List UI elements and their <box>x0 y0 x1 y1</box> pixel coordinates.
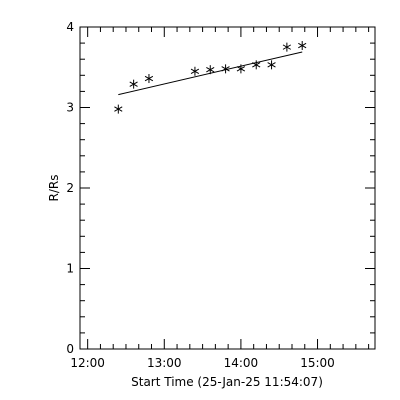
data-point <box>221 64 230 74</box>
data-point <box>129 79 138 89</box>
data-point <box>282 42 292 52</box>
y-tick-label: 3 <box>66 101 74 115</box>
y-axis-label: R/Rs <box>47 175 61 202</box>
data-point <box>190 66 200 76</box>
x-tick-label: 12:00 <box>70 356 105 370</box>
data-points <box>114 41 307 114</box>
y-tick-label: 2 <box>66 181 74 195</box>
data-point <box>236 64 246 74</box>
x-axis-label: Start Time (25-Jan-25 11:54:07) <box>131 375 323 389</box>
data-point <box>298 41 307 51</box>
x-tick-label: 15:00 <box>300 356 335 370</box>
y-tick-label: 1 <box>66 262 74 276</box>
x-tick-label: 14:00 <box>224 356 259 370</box>
tick-labels: 0 1 2 3 4 12:00 13:00 14:00 15:00 <box>66 20 334 370</box>
data-point <box>114 104 123 114</box>
data-point <box>144 74 154 84</box>
data-point <box>206 65 215 75</box>
data-point <box>252 60 261 70</box>
data-point <box>267 60 276 70</box>
y-tick-label: 0 <box>66 342 74 356</box>
plot-frame <box>79 26 376 350</box>
x-tick-label: 13:00 <box>147 356 182 370</box>
y-tick-label: 4 <box>66 20 74 34</box>
axis-ticks <box>80 26 375 350</box>
